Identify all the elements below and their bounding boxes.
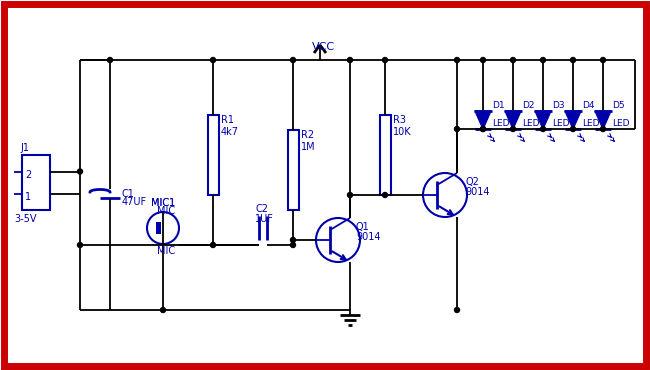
Polygon shape — [505, 111, 521, 129]
Polygon shape — [475, 111, 491, 129]
Circle shape — [107, 57, 112, 63]
Circle shape — [480, 57, 486, 63]
Text: 10K: 10K — [393, 127, 411, 137]
Text: R2: R2 — [300, 130, 313, 140]
Text: MIC1: MIC1 — [151, 198, 176, 208]
Text: 9014: 9014 — [356, 232, 380, 242]
Text: MIC: MIC — [157, 246, 175, 256]
Text: R3: R3 — [393, 115, 406, 125]
Bar — [207, 115, 218, 195]
Circle shape — [211, 57, 216, 63]
Text: 47UF: 47UF — [122, 197, 147, 207]
Text: D5: D5 — [612, 101, 625, 110]
Text: LED: LED — [522, 119, 540, 128]
FancyBboxPatch shape — [4, 4, 646, 366]
Circle shape — [77, 169, 83, 174]
Text: J1: J1 — [20, 143, 29, 153]
Circle shape — [382, 57, 387, 63]
Text: C1: C1 — [122, 189, 135, 199]
Text: 3-5V: 3-5V — [14, 214, 36, 224]
Text: 1UF: 1UF — [255, 214, 274, 224]
Text: MIC: MIC — [157, 206, 175, 216]
Text: LED: LED — [582, 119, 599, 128]
Text: C2: C2 — [255, 204, 268, 214]
Circle shape — [454, 57, 460, 63]
Text: 1: 1 — [25, 192, 31, 202]
Circle shape — [77, 242, 83, 248]
Circle shape — [454, 307, 460, 313]
Text: LED: LED — [492, 119, 510, 128]
Circle shape — [348, 192, 352, 198]
Circle shape — [454, 127, 460, 131]
Bar — [156, 222, 161, 234]
Bar — [287, 130, 298, 210]
Circle shape — [161, 307, 166, 313]
Circle shape — [571, 57, 575, 63]
Circle shape — [601, 127, 606, 131]
Text: VCC: VCC — [312, 42, 335, 52]
Circle shape — [211, 242, 216, 248]
Circle shape — [510, 57, 515, 63]
Circle shape — [291, 242, 296, 248]
Bar — [380, 115, 391, 195]
Circle shape — [571, 127, 575, 131]
Circle shape — [291, 57, 296, 63]
Text: 1M: 1M — [300, 142, 315, 152]
Polygon shape — [595, 111, 611, 129]
Circle shape — [382, 192, 387, 198]
Circle shape — [541, 127, 545, 131]
Circle shape — [291, 238, 296, 242]
Text: D3: D3 — [552, 101, 565, 110]
Text: Q2: Q2 — [465, 177, 479, 187]
Circle shape — [541, 57, 545, 63]
Bar — [22, 155, 50, 210]
Circle shape — [480, 127, 486, 131]
Text: MIC1: MIC1 — [151, 198, 176, 208]
Text: D2: D2 — [522, 101, 534, 110]
Circle shape — [601, 57, 606, 63]
Text: R1: R1 — [220, 115, 233, 125]
Circle shape — [348, 57, 352, 63]
Text: 9014: 9014 — [465, 187, 489, 197]
Text: D4: D4 — [582, 101, 595, 110]
Text: LED: LED — [612, 119, 629, 128]
Text: D1: D1 — [492, 101, 504, 110]
Polygon shape — [535, 111, 551, 129]
Text: 2: 2 — [25, 171, 31, 181]
Circle shape — [510, 127, 515, 131]
Circle shape — [480, 127, 486, 131]
Text: 4k7: 4k7 — [220, 127, 239, 137]
Text: LED: LED — [552, 119, 569, 128]
Polygon shape — [565, 111, 581, 129]
Text: Q1: Q1 — [356, 222, 370, 232]
